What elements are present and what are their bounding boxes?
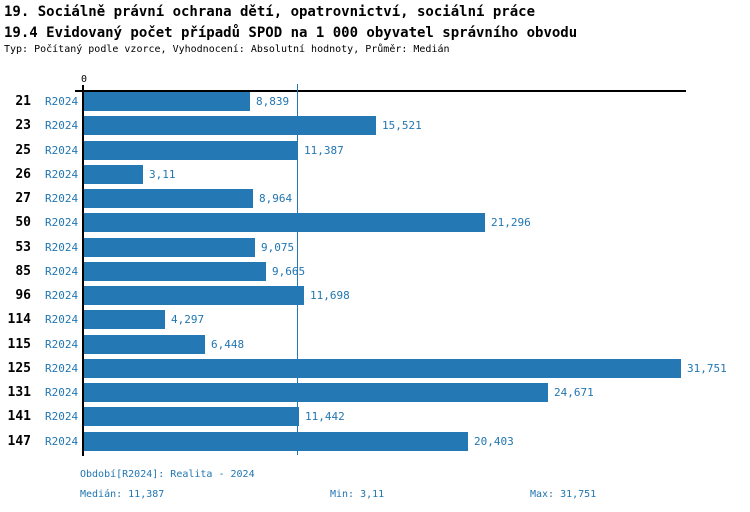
series-label: R2024 [45,386,79,399]
bar-chart: 0 21 R2024 8,839 23 R2024 15,521 25 R2024 11,387… [0,74,750,456]
chart-row: 125 R2024 31,751 [0,358,750,383]
value-label: 9,665 [272,264,306,278]
series-label: R2024 [45,289,79,302]
chart-row: 50 R2024 21,296 [0,213,750,237]
value-label: 21,296 [491,216,531,230]
chart-row: 147 R2024 20,403 [0,431,750,456]
bar [84,431,468,451]
series-label: R2024 [45,119,79,133]
median-line [297,84,299,455]
series-label: R2024 [45,192,79,205]
category-label: 141 [7,409,31,425]
bar [84,116,376,136]
report-title-line2: 19.4 Evidovaný počet případů SPOD na 1 0… [4,25,578,41]
value-label: 11,387 [304,143,344,157]
series-label: R2024 [45,434,79,448]
value-label: 11,442 [305,410,345,424]
value-label: 3,11 [149,167,176,181]
report-subtitle: Typ: Počítaný podle vzorce, Vyhodnocení:… [4,44,450,55]
bar [84,358,681,378]
category-label: 115 [7,336,31,352]
bar [84,310,165,330]
category-label: 53 [15,239,31,255]
min-stat: Min: 3,11 [330,489,385,500]
bar [84,164,143,184]
chart-row: 26 R2024 3,11 [0,164,750,189]
period-legend: Období[R2024]: Realita - 2024 [80,469,255,480]
category-label: 147 [7,433,31,449]
category-label: 23 [15,118,31,134]
chart-row: 85 R2024 9,665 [0,261,750,286]
series-label: R2024 [45,240,79,254]
chart-row: 115 R2024 6,448 [0,334,750,359]
median-stat: Medián: 11,387 [80,489,165,500]
chart-row: 25 R2024 11,387 [0,140,750,165]
chart-row: 141 R2024 11,442 [0,407,750,431]
value-label: 8,964 [259,192,293,205]
value-label: 8,839 [256,95,290,108]
series-label: R2024 [45,337,79,351]
series-label: R2024 [45,313,79,327]
value-label: 15,521 [382,119,422,133]
bar [84,286,304,305]
category-label: 96 [15,288,31,303]
bar [84,261,266,281]
value-label: 11,698 [310,289,350,302]
category-label: 21 [15,94,31,109]
value-label: 6,448 [211,337,245,351]
category-label: 131 [7,385,31,400]
series-label: R2024 [45,143,79,157]
report-title-line1: 19. Sociálně právní ochrana dětí, opatro… [4,4,536,20]
chart-row: 27 R2024 8,964 [0,189,750,213]
value-label: 4,297 [171,313,205,327]
category-label: 114 [7,312,31,328]
value-label: 31,751 [687,361,727,375]
category-label: 25 [15,142,31,158]
x-axis-zero-label: 0 [80,74,88,85]
bar [84,383,548,402]
bar [84,237,255,257]
chart-row: 53 R2024 9,075 [0,237,750,262]
bar [84,140,298,160]
category-label: 27 [15,191,31,206]
value-label: 9,075 [261,240,295,254]
bar [84,407,299,427]
chart-row: 96 R2024 11,698 [0,286,750,310]
series-label: R2024 [45,216,79,230]
chart-row: 23 R2024 15,521 [0,116,750,140]
bar [84,189,253,208]
y-axis-line [82,85,84,456]
chart-top-border [75,90,686,92]
category-label: 125 [7,360,31,376]
series-label: R2024 [45,264,79,278]
series-label: R2024 [45,167,79,181]
chart-row: 131 R2024 24,671 [0,383,750,407]
chart-row: 114 R2024 4,297 [0,310,750,334]
value-label: 20,403 [474,434,514,448]
value-label: 24,671 [554,386,594,399]
series-label: R2024 [45,361,79,375]
report-header: 19. Sociálně právní ochrana dětí, opatro… [4,4,577,55]
series-label: R2024 [45,410,79,424]
bar [84,334,205,354]
chart-row: 21 R2024 8,839 [0,92,750,116]
category-label: 26 [15,166,31,182]
category-label: 85 [15,263,31,279]
series-label: R2024 [45,95,79,108]
category-label: 50 [15,215,31,231]
max-stat: Max: 31,751 [530,489,597,500]
bar [84,92,250,111]
bar [84,213,485,233]
